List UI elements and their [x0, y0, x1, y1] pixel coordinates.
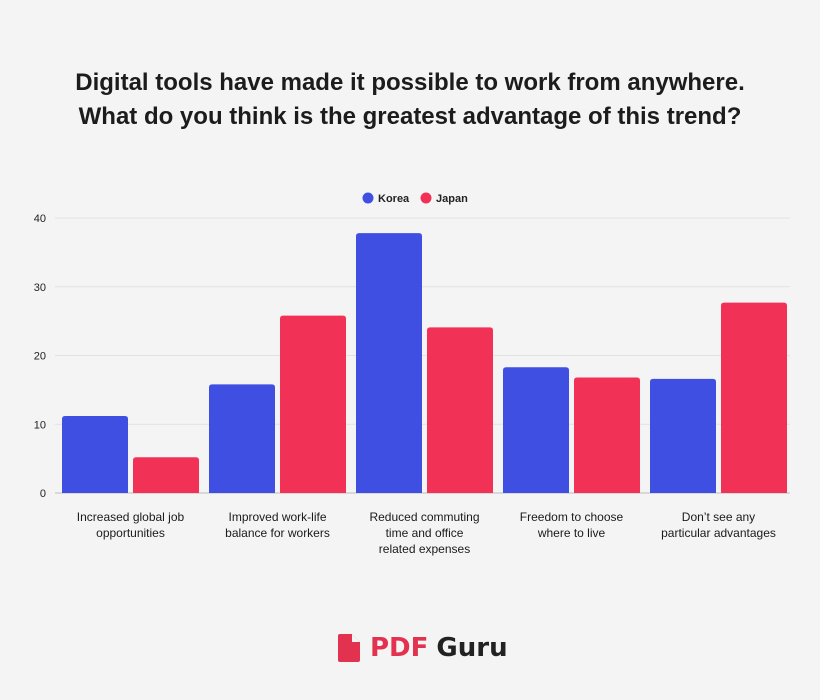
x-tick-label: balance for workers — [225, 526, 330, 540]
chart-title: Digital tools have made it possible to w… — [0, 66, 820, 134]
bar — [62, 416, 128, 493]
chart-title-line-2: What do you think is the greatest advant… — [78, 103, 742, 130]
x-tick-label: Reduced commuting — [369, 510, 479, 524]
bar-chart: 0 10 20 30 40 Korea Japan Increased global job o… — [34, 192, 790, 556]
x-tick-label: Freedom to choose — [520, 510, 624, 524]
legend-label: Japan — [436, 193, 468, 205]
x-tick-label: where to live — [537, 526, 606, 540]
legend-label: Korea — [378, 193, 410, 205]
y-tick-label: 10 — [34, 419, 46, 431]
chart-title-line-1: Digital tools have made it possible to w… — [75, 69, 745, 96]
legend-marker — [420, 192, 432, 204]
bar — [356, 233, 422, 493]
legend-marker — [362, 192, 374, 204]
x-tick-label: particular advantages — [661, 526, 776, 540]
x-tick-label: Increased global job — [77, 510, 185, 524]
x-tick-label: Don’t see any — [682, 510, 755, 524]
bar — [209, 384, 275, 493]
bar — [574, 377, 640, 493]
y-tick-label: 30 — [34, 282, 46, 294]
bar — [650, 378, 716, 493]
bar — [721, 302, 787, 493]
bar — [503, 367, 569, 493]
brand-logo: PDF Guru — [338, 632, 508, 664]
x-tick-label: related expenses — [379, 542, 470, 556]
x-tick-label: time and office — [386, 526, 464, 540]
x-tick-label: Improved work-life — [228, 510, 326, 524]
y-tick-label: 40 — [34, 213, 46, 225]
y-tick-label: 0 — [40, 488, 46, 500]
x-tick-label: opportunities — [96, 526, 165, 540]
brand-name-guru: Guru — [436, 633, 508, 663]
y-tick-label: 20 — [34, 351, 46, 363]
document-icon — [338, 634, 360, 662]
bar — [133, 457, 199, 493]
brand-name-pdf: PDF — [370, 633, 429, 663]
bar — [280, 315, 346, 493]
bar — [427, 327, 493, 493]
